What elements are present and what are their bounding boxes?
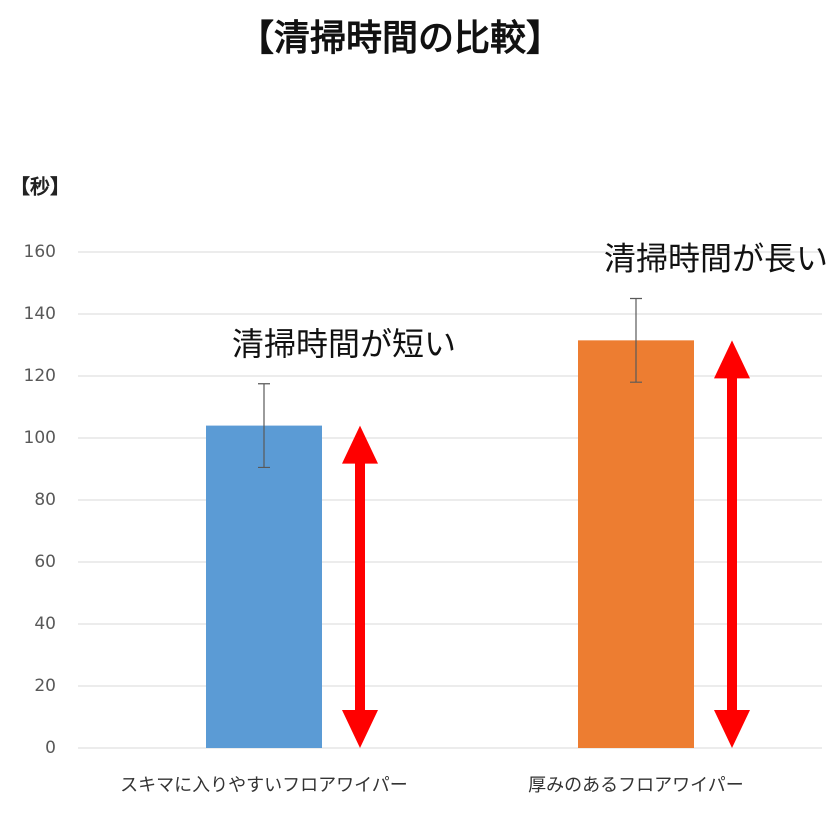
y-tick-label: 20	[34, 676, 56, 696]
y-tick-label: 60	[34, 552, 56, 572]
y-tick-label: 0	[45, 738, 56, 758]
y-tick-label: 120	[24, 366, 56, 386]
annotation: 清掃時間が短い	[232, 325, 456, 363]
y-tick-label: 40	[34, 614, 56, 634]
double-arrow	[714, 340, 750, 748]
y-axis-label: 【秒】	[10, 175, 70, 199]
error-bar	[630, 297, 642, 383]
annotation: 清掃時間が長い	[604, 240, 828, 278]
x-tick-label: スキマに入りやすいフロアワイパー	[120, 775, 408, 796]
x-tick-label: 厚みのあるフロアワイパー	[528, 775, 744, 796]
y-tick-label: 160	[24, 242, 56, 262]
bar	[206, 425, 322, 748]
y-tick-label: 80	[34, 490, 56, 510]
y-tick-label: 100	[24, 428, 56, 448]
y-tick-label: 140	[24, 304, 56, 324]
double-arrow	[342, 425, 378, 748]
bar	[578, 340, 694, 748]
chart-title: 【清掃時間の比較】	[238, 18, 562, 59]
error-bar	[258, 383, 270, 469]
